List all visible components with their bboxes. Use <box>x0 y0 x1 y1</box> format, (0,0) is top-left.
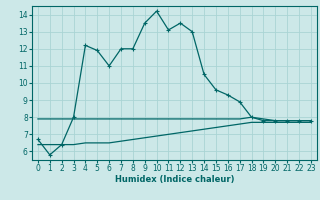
X-axis label: Humidex (Indice chaleur): Humidex (Indice chaleur) <box>115 175 234 184</box>
